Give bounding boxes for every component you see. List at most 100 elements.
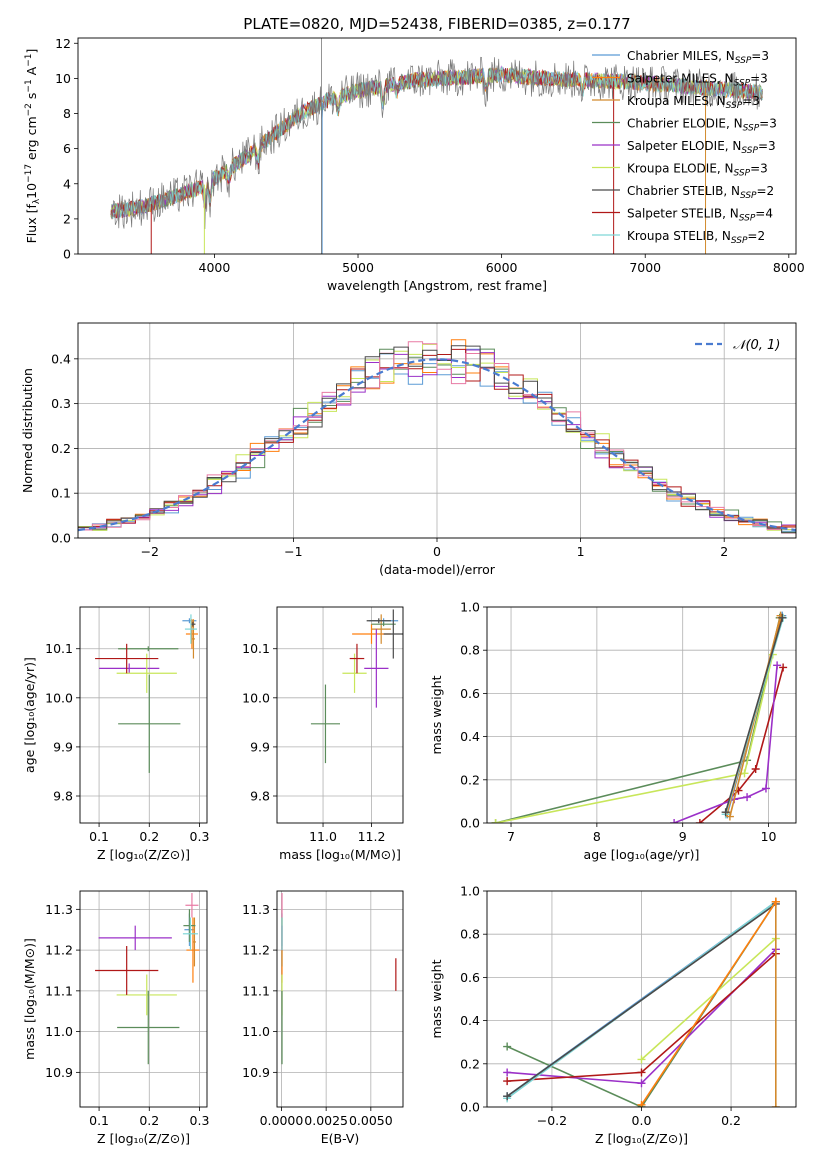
x-axis-label: E(B-V): [321, 1131, 360, 1146]
y-axis-label: mass [log₁₀(M/M⊙)]: [22, 938, 37, 1060]
x-tick-label: 0.0: [632, 1113, 652, 1128]
x-tick-label: 0.3: [190, 829, 210, 844]
weight-point-marker: [743, 793, 752, 802]
y-tick-label: 9.8: [53, 789, 73, 804]
weight-series-line: [506, 903, 777, 1097]
x-tick-label: 11.0: [309, 829, 337, 844]
y-axis-label: Normed distribution: [20, 368, 35, 493]
y-axis-label: mass weight: [429, 959, 444, 1038]
legend-entry: Kroupa MILES, NSSP=3: [627, 94, 760, 111]
y-tick-label: 10.9: [242, 1065, 270, 1080]
y-axis-label: mass weight: [429, 675, 444, 754]
massweight-vs-Z-frame: [486, 890, 797, 1108]
weight-point-marker: [637, 1100, 646, 1107]
x-tick-label: 0.3: [190, 1113, 210, 1128]
x-tick-label: 4000: [199, 260, 231, 275]
x-tick-label: 9: [679, 829, 687, 844]
y-tick-label: 11.0: [45, 1024, 73, 1039]
legend-entry: Chabrier STELIB, NSSP=2: [627, 184, 774, 201]
y-tick-label: 0.0: [460, 816, 480, 831]
age-vs-Z-axes: 0.1 0.2 0.3 9.8 9.9 10.0 10.1: [45, 607, 209, 844]
y-tick-label: 10.9: [45, 1065, 73, 1080]
y-tick-label: 9.8: [250, 789, 270, 804]
x-tick-label: −1: [284, 544, 302, 559]
weight-point-marker: [695, 819, 704, 823]
weight-point-marker: [740, 769, 749, 778]
x-tick-label: 7000: [629, 260, 661, 275]
y-tick-label: 10.1: [45, 641, 73, 656]
x-tick-label: −0.2: [537, 1113, 567, 1128]
weight-point-marker: [725, 812, 734, 821]
weight-point-marker: [503, 1092, 512, 1101]
weight-point-marker: [637, 1079, 646, 1088]
y-tick-label: 0.4: [460, 1013, 480, 1028]
x-axis-label: (data-model)/error: [379, 562, 496, 577]
age-vs-Z-marks: [95, 614, 198, 773]
spectrum-legend: Chabrier MILES, NSSP=3 Salpeter MILES, NS…: [592, 49, 777, 246]
weight-point-marker: [778, 613, 787, 622]
y-tick-label: 10: [55, 71, 71, 86]
legend-entry: Salpeter STELIB, NSSP=4: [627, 207, 773, 224]
x-axis-label: age [log₁₀(age/yr)]: [584, 847, 700, 862]
x-tick-label: 0.0050: [349, 1113, 393, 1128]
x-axis-label: Z [log₁₀(Z/Z⊙)]: [97, 1131, 190, 1146]
y-tick-label: 11.2: [242, 943, 270, 958]
legend-entry: Chabrier MILES, NSSP=3: [627, 49, 769, 66]
x-tick-label: 11.2: [358, 829, 386, 844]
spectrum-frame: [77, 37, 797, 255]
spectrum-axes: 4000 5000 6000 7000 8000 0 2 4 6 8 10 12: [55, 36, 805, 275]
x-tick-label: 0.2: [721, 1113, 741, 1128]
x-tick-label: 7: [507, 829, 515, 844]
y-tick-label: 9.9: [53, 739, 73, 754]
y-tick-label: 0: [63, 247, 71, 262]
y-tick-label: 0.6: [460, 970, 480, 985]
mass-vs-EBV-frame: [276, 890, 404, 1108]
y-tick-label: 11.0: [242, 1024, 270, 1039]
weight-point-marker: [503, 1042, 512, 1051]
y-tick-label: 12: [55, 36, 71, 51]
y-tick-label: 0.1: [51, 486, 71, 501]
y-tick-label: 0.0: [51, 531, 71, 546]
residuals-frame: [77, 322, 797, 539]
x-axis-label: mass [log₁₀(M/M⊙)]: [279, 847, 401, 862]
weight-point-marker: [771, 897, 780, 906]
y-tick-label: 0.4: [460, 729, 480, 744]
x-tick-label: 8000: [773, 260, 805, 275]
mass-vs-Z-axes: 0.1 0.2 0.3 10.9 11.0 11.1 11.2 11.3: [45, 891, 209, 1128]
y-tick-label: 10.0: [45, 690, 73, 705]
legend-entry: Chabrier ELODIE, NSSP=3: [627, 117, 777, 134]
massweight-vs-age-marks: [491, 611, 788, 823]
y-tick-label: 0.8: [460, 643, 480, 658]
massweight-vs-Z-axes: −0.2 0.0 0.2 0.0 0.2 0.4 0.6 0.8 1.0: [460, 884, 796, 1128]
age-vs-mass-marks: [310, 609, 403, 764]
massweight-vs-age-frame: [486, 606, 797, 824]
y-tick-label: 4: [63, 176, 71, 191]
y-tick-label: 10.1: [242, 641, 270, 656]
x-tick-label: 2: [720, 544, 728, 559]
gaussian-curve: [78, 358, 796, 532]
x-tick-label: 8: [593, 829, 601, 844]
x-tick-label: 0.1: [89, 829, 109, 844]
y-tick-label: 0.2: [51, 441, 71, 456]
y-tick-label: 11.3: [242, 902, 270, 917]
x-axis-label: Z [log₁₀(Z/Z⊙)]: [97, 847, 190, 862]
weight-point-marker: [503, 1077, 512, 1086]
legend-entry: Salpeter ELODIE, NSSP=3: [627, 139, 776, 156]
weight-point-marker: [771, 1103, 780, 1107]
figure-title: PLATE=0820, MJD=52438, FIBERID=0385, z=0…: [243, 15, 630, 33]
mass-vs-EBV-axes: 0.0000 0.0025 0.0050 10.9 11.0 11.1 11.2 11.3: [242, 891, 403, 1128]
weight-series-line: [729, 615, 782, 817]
x-tick-label: 5000: [342, 260, 374, 275]
legend-entry: Kroupa STELIB, NSSP=2: [627, 229, 765, 246]
weight-series-line: [640, 937, 777, 1061]
x-tick-label: −2: [141, 544, 159, 559]
y-tick-label: 0.3: [51, 396, 71, 411]
x-axis-label: Z [log₁₀(Z/Z⊙)]: [595, 1131, 688, 1146]
x-tick-label: 0.0025: [304, 1113, 348, 1128]
weight-point-marker: [670, 819, 679, 823]
y-tick-label: 10.0: [242, 690, 270, 705]
weight-point-marker: [761, 784, 770, 793]
y-tick-label: 2: [63, 211, 71, 226]
y-tick-label: 11.2: [45, 943, 73, 958]
weight-point-marker: [751, 765, 760, 773]
